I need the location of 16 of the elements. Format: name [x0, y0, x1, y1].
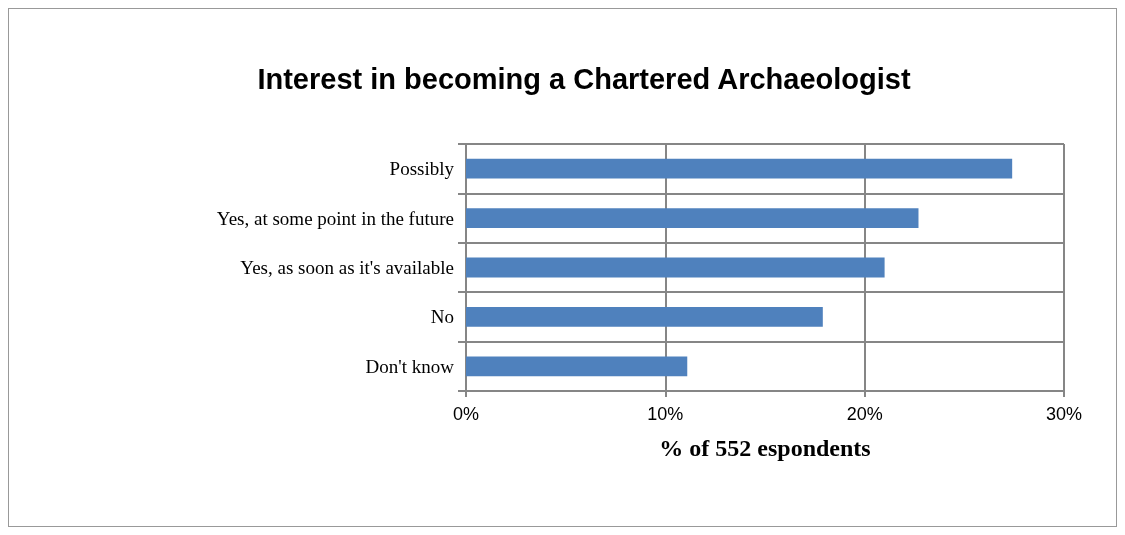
bar: [466, 307, 823, 327]
x-axis-title: % of 552 espondents: [659, 435, 871, 461]
y-tick-label: Yes, as soon as it's available: [240, 257, 454, 278]
bar: [466, 208, 919, 228]
x-tick-label: 0%: [452, 404, 480, 424]
x-tick-label: 30%: [1045, 404, 1083, 424]
bar: [466, 158, 1013, 179]
y-tick-label: Yes, at some point in the future: [216, 207, 454, 229]
bar: [466, 356, 688, 377]
x-tick-label: 10%: [647, 404, 684, 424]
x-tick-label: 20%: [846, 404, 883, 424]
y-tick-label: No: [430, 306, 454, 328]
y-tick-label: Possibly: [389, 158, 455, 180]
bar: [466, 257, 885, 278]
y-tick-label: Don't know: [365, 355, 455, 377]
chart-title: Interest in becoming a Chartered Archaeologist: [257, 62, 911, 95]
